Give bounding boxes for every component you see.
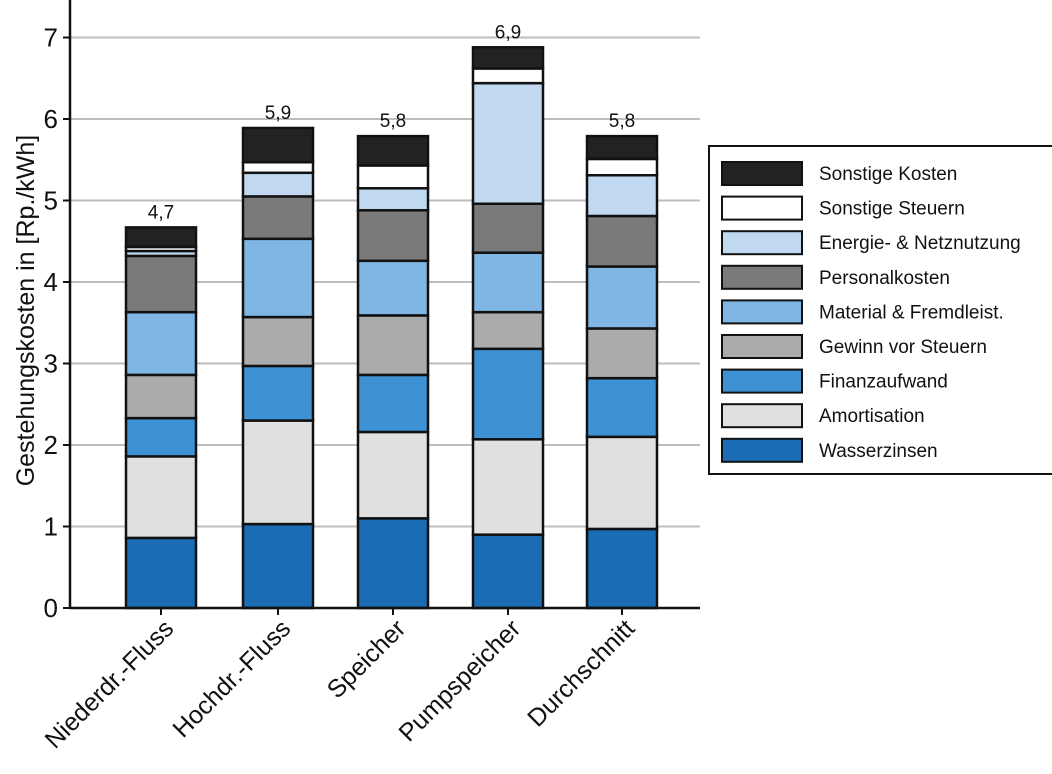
bar-segment [241,126,315,164]
bar-segment [471,67,545,85]
bar-segment [356,517,430,610]
bar-segment [124,455,198,540]
total-label: 4,7 [148,202,174,223]
legend-label: Sonstige Steuern [819,199,965,220]
legend-swatch [721,403,803,429]
bar-segment [356,134,430,167]
bar-segment [241,237,315,319]
axes: 0 1 2 3 4 5 6 7 Gestehungskosten in [Rp./kWh] [12,0,700,623]
bar-segment [356,187,430,212]
legend-label: Material & Fremdleist. [819,302,1004,323]
x-tick-label: Durchschnitt [522,614,640,732]
legend-swatch [721,368,803,394]
bar-segment [124,536,198,610]
bar-segment [585,265,659,330]
bar-segment [241,364,315,422]
legend-swatch [721,195,803,221]
legend-label: Finanzaufwand [819,372,948,393]
legend-swatch [721,161,803,186]
y-tick-label: 4 [44,267,58,297]
legend-label: Gewinn vor Steuern [819,337,987,358]
x-tick-label: Niederdr.-Fluss [40,614,180,754]
bar-segment [471,310,545,351]
y-tick-label: 2 [44,430,58,460]
bar-segment [585,327,659,380]
bar-segment [124,416,198,458]
bar-segment [356,314,430,377]
bar-segment [471,438,545,536]
legend-swatch [721,334,803,359]
bar-segment [356,209,430,263]
bar-segment [585,527,659,610]
bar-segment [241,315,315,368]
x-tick-label: Speicher [322,614,412,704]
bar-segment [241,195,315,241]
y-tick-label: 5 [44,186,58,216]
bar-segment [471,81,545,206]
legend-swatch [721,299,803,325]
x-tick-label: Hochdr.-Fluss [167,614,296,743]
bar-segment [471,533,545,610]
legend-swatch [721,230,803,256]
legend-swatch [721,437,803,463]
legend-label: Energie- & Netznutzung [819,233,1021,254]
bar-segment [585,435,659,531]
total-label: 5,9 [265,103,291,124]
bar-segment [356,373,430,434]
legend-swatch [721,264,803,290]
bar-segment [356,430,430,520]
legend-label: Amortisation [819,406,925,427]
bar-segment [124,226,198,249]
legend-label: Personalkosten [819,268,950,289]
x-tick-label: Pumpspeicher [393,614,526,747]
bar-segment [471,251,545,314]
legend-label: Sonstige Kosten [819,164,957,185]
y-axis-label: Gestehungskosten in [Rp./kWh] [12,135,40,487]
legend: Sonstige Kosten Sonstige Steuern Energie- … [708,145,1052,475]
bar-segment [124,373,198,420]
bar-segment [124,310,198,377]
bar-segment [471,202,545,254]
y-tick-label: 1 [44,512,58,542]
bar-segment [585,134,659,161]
legend-label: Wasserzinsen [819,441,938,462]
bar-segment [471,46,545,70]
bar-segment [585,214,659,268]
total-label: 5,8 [380,111,406,132]
bar-segment [471,347,545,441]
bar-segment [124,254,198,314]
bar-segment [585,376,659,439]
bar-segment [241,419,315,526]
bar-segment [241,171,315,198]
y-tick-label: 0 [44,593,58,623]
bar-segment [356,259,430,317]
bar-segment [356,164,430,190]
bar-segment [241,522,315,610]
y-tick-label: 7 [44,23,58,53]
y-tick-label: 6 [44,104,58,134]
bar-segment [585,173,659,218]
bar-segment [585,157,659,177]
total-label: 6,9 [495,22,521,43]
bar-segment [241,160,315,175]
bars [124,46,659,610]
y-tick-label: 3 [44,349,58,379]
total-label: 5,8 [609,111,635,132]
